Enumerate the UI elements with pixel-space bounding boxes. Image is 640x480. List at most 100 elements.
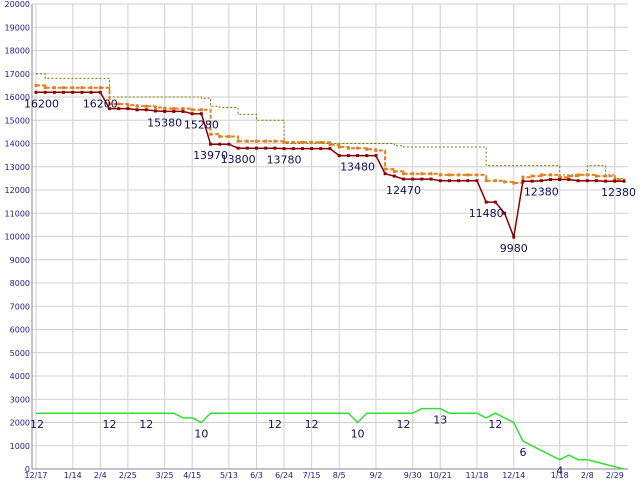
y-tick-label: 2000 (10, 419, 30, 428)
series-1-point (163, 109, 167, 113)
series-2-point (411, 172, 415, 176)
series-1-point (558, 178, 562, 182)
series-2-point (521, 175, 525, 179)
y-tick-label: 3000 (10, 395, 30, 404)
series-2-point (135, 104, 139, 108)
series-1-point (300, 147, 304, 151)
series-1-point (466, 179, 470, 183)
series-2-point (530, 174, 534, 178)
x-tick-label: 1/14 (64, 471, 82, 480)
series-1-point (89, 90, 93, 94)
series-1-point (549, 178, 552, 182)
series-2-point (52, 86, 56, 90)
count-data-label: 12 (488, 418, 502, 431)
count-data-label: 12 (305, 418, 319, 431)
x-axis-ticks: 12/17 1/14 2/4 2/25 3/25 4/15 5/13 6/3 6/24 7/15 8… (24, 471, 623, 480)
y-tick-label: 7000 (10, 302, 30, 311)
series-2-point (255, 139, 258, 143)
series-2-point (218, 135, 222, 139)
price-data-label: 13480 (340, 161, 375, 174)
series-1-point (411, 177, 415, 181)
count-data-label: 4 (556, 465, 563, 478)
series-2-point (365, 147, 369, 151)
count-data-label: 12 (103, 418, 117, 431)
series-2-point (319, 140, 323, 144)
series-1-point (604, 179, 608, 183)
series-1-point (71, 90, 75, 94)
series-2-point (604, 174, 608, 178)
series-2-point (567, 174, 571, 178)
series-1-point (585, 179, 589, 183)
series-1-point (273, 146, 277, 150)
series-1-point (255, 146, 258, 150)
series-1-point (484, 200, 488, 204)
y-tick-label: 4000 (10, 372, 30, 381)
data-series (34, 73, 626, 470)
series-2-point (402, 172, 405, 176)
series-1-point (356, 154, 360, 158)
series-2-point (89, 86, 93, 90)
y-tick-label: 1000 (10, 442, 30, 451)
series-1-point (512, 235, 516, 239)
series-2-point (71, 86, 75, 90)
count-data-label: 10 (194, 428, 208, 441)
series-1-point (43, 90, 47, 94)
series-1-point (457, 179, 461, 183)
axes (31, 4, 628, 470)
y-tick-label: 5000 (10, 349, 30, 358)
price-data-label: 12470 (386, 184, 421, 197)
series-1-point (475, 179, 479, 183)
series-2-point (80, 86, 84, 90)
y-tick-label: 15000 (5, 116, 30, 125)
series-1-point (567, 178, 571, 182)
series-1-point (429, 177, 433, 181)
series-1-point (374, 154, 378, 158)
series-2-point (356, 146, 360, 150)
series-1-point (539, 179, 543, 183)
series-1-point (117, 107, 121, 111)
y-tick-label: 13000 (5, 163, 30, 172)
x-tick-label: 2/4 (94, 471, 107, 480)
series-1-point (420, 177, 424, 181)
price-data-label: 9980 (500, 242, 528, 255)
series-1-point (199, 112, 203, 116)
series-1-point (190, 112, 194, 116)
series-1-point (245, 146, 249, 150)
series-1-point (503, 211, 507, 215)
series-1-point (319, 147, 323, 151)
series-1-point (172, 109, 176, 113)
grid-lines (32, 3, 628, 470)
series-1-point (530, 179, 534, 183)
x-tick-label: 6/3 (250, 471, 263, 480)
series-1-point (622, 179, 626, 183)
x-tick-label: 3/25 (156, 471, 174, 480)
series-1-point (227, 142, 231, 146)
series-1-point (126, 107, 130, 111)
series-2-point (264, 139, 268, 143)
price-data-label: 16200 (83, 97, 118, 110)
series-1-point (181, 109, 185, 113)
series-2-point (328, 143, 332, 147)
y-tick-label: 6000 (10, 326, 30, 335)
series-1-point (34, 90, 38, 94)
series-1-point (521, 179, 525, 183)
series-2-point (236, 139, 240, 143)
series-2-point (558, 175, 562, 179)
x-tick-label: 2/8 (581, 471, 594, 480)
series-2-point (493, 179, 497, 183)
series-2-point (438, 173, 442, 177)
y-tick-label: 0 (25, 465, 30, 474)
series-2-point (153, 105, 157, 109)
y-tick-label: 12000 (5, 186, 30, 195)
x-tick-label: 11/18 (465, 471, 488, 480)
y-tick-label: 16000 (5, 93, 30, 102)
series-2-point (190, 108, 194, 112)
series-1-point (62, 90, 66, 94)
series-2-point (539, 173, 543, 177)
series-2-point (594, 174, 598, 178)
x-tick-label: 9/2 (370, 471, 383, 480)
series-2-point (273, 139, 277, 143)
y-tick-label: 19000 (5, 23, 30, 32)
